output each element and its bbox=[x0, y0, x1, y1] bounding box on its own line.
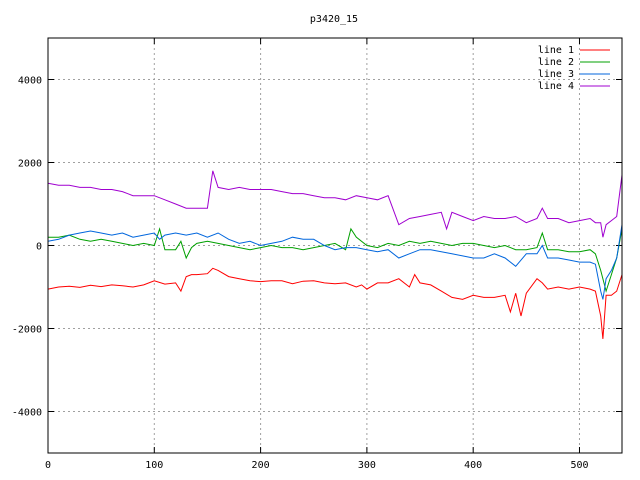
x-tick-label: 500 bbox=[570, 460, 588, 471]
legend-label: line 2 bbox=[538, 57, 574, 68]
grid-lines bbox=[48, 38, 622, 453]
y-tick-label: -4000 bbox=[12, 408, 42, 419]
x-tick-label: 400 bbox=[464, 460, 482, 471]
x-tick-label: 100 bbox=[145, 460, 163, 471]
series-lines bbox=[47, 170, 623, 339]
x-tick-label: 0 bbox=[45, 460, 51, 471]
series-line-4 bbox=[47, 170, 623, 238]
series-line-2 bbox=[48, 227, 623, 293]
legend-label: line 3 bbox=[538, 69, 574, 80]
x-tick-label: 300 bbox=[358, 460, 376, 471]
y-tick-label: 2000 bbox=[18, 159, 42, 170]
y-tick-label: -2000 bbox=[12, 325, 42, 336]
y-tick-label: 4000 bbox=[18, 76, 42, 87]
tick-labels: 0 100 200 300 400 500 -4000 -2000 0 2000 4000 bbox=[12, 38, 622, 471]
y-tick-label: 0 bbox=[36, 242, 42, 253]
chart-title: p3420_15 bbox=[310, 14, 358, 25]
series-line-1 bbox=[47, 267, 623, 339]
series-line-3 bbox=[47, 224, 623, 300]
legend-label: line 4 bbox=[538, 81, 574, 92]
plot-border bbox=[47, 37, 623, 454]
x-tick-label: 200 bbox=[252, 460, 270, 471]
legend-label: line 1 bbox=[538, 45, 574, 56]
